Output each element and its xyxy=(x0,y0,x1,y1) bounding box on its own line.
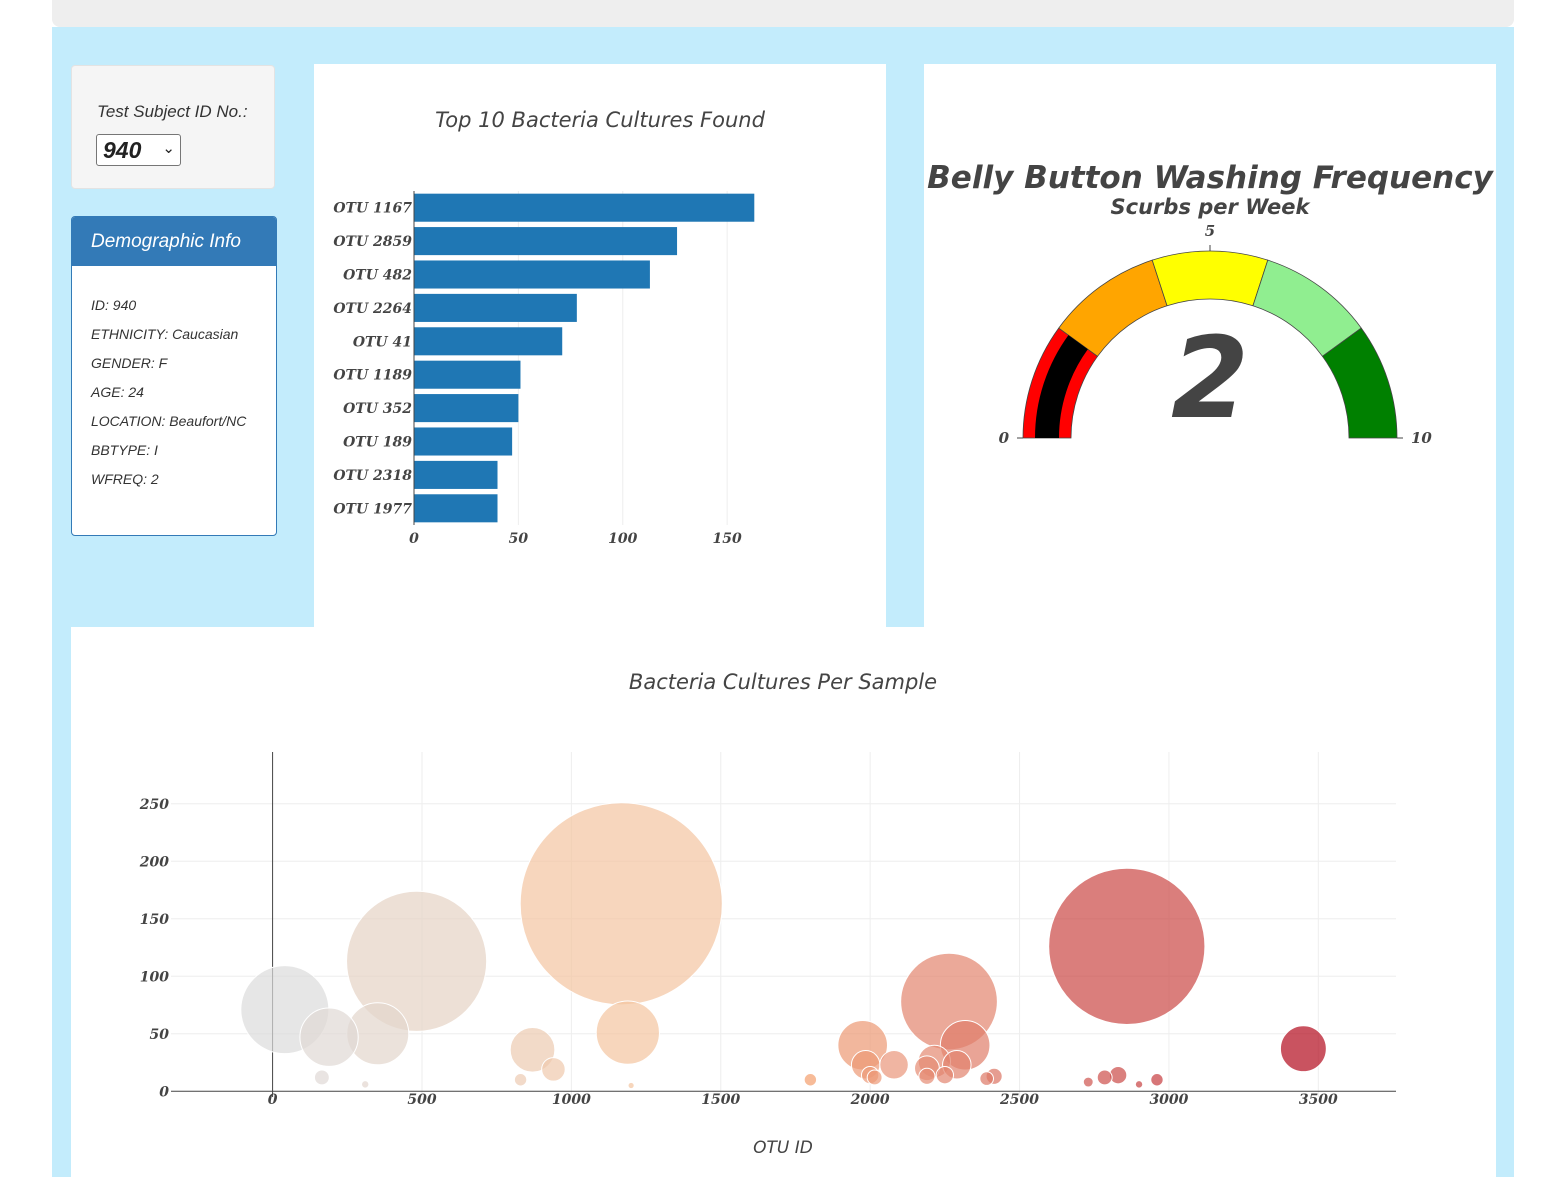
bubble-point xyxy=(360,1080,370,1089)
bubble-point xyxy=(1082,1076,1094,1088)
bar-x-tick-label: 150 xyxy=(713,531,742,547)
bar xyxy=(414,494,498,523)
bubble-point xyxy=(1134,1080,1144,1089)
bubble-y-tick-label: 150 xyxy=(140,912,169,928)
bubble-point xyxy=(918,1067,936,1085)
bubble-point xyxy=(513,1073,528,1087)
subject-selector-label: Test Subject ID No.: xyxy=(97,102,248,121)
bar-category-label: OTU 2859 xyxy=(333,234,412,250)
bar-x-tick-label: 50 xyxy=(509,531,529,547)
bubble-point xyxy=(313,1069,330,1086)
bubble-point xyxy=(879,1050,909,1080)
bubble-chart-title: Bacteria Cultures Per Sample xyxy=(629,670,937,694)
bar-category-label: OTU 482 xyxy=(343,268,412,284)
bar-category-label: OTU 1977 xyxy=(333,501,412,517)
bubble-point xyxy=(935,1065,955,1085)
gauge-tick-label: 5 xyxy=(1205,222,1215,240)
bar xyxy=(414,227,678,256)
bubble-point xyxy=(346,890,488,1032)
bubble-x-tick-label: 3000 xyxy=(1149,1092,1188,1108)
bar-category-label: OTU 352 xyxy=(343,401,412,417)
bar xyxy=(414,360,521,389)
bubble-point xyxy=(1279,1025,1327,1073)
bar xyxy=(414,427,513,456)
bubble-point xyxy=(803,1073,818,1087)
bubble-x-tick-label: 500 xyxy=(407,1092,436,1108)
bubble-point xyxy=(541,1057,566,1082)
bar-category-label: OTU 2318 xyxy=(333,468,412,484)
gauge-value-number: 2 xyxy=(1171,314,1249,444)
demo-item-bbtype: BBTYPE: I xyxy=(91,442,158,458)
bubble-x-tick-label: 3500 xyxy=(1299,1092,1338,1108)
bar-chart-title: Top 10 Bacteria Cultures Found xyxy=(435,108,766,132)
bubble-point xyxy=(1150,1073,1164,1087)
bubble-point xyxy=(979,1071,994,1086)
gauge-tick-label: 10 xyxy=(1411,429,1432,447)
bar xyxy=(414,260,650,289)
subject-selector-panel: Test Subject ID No.: 940 ⌄ xyxy=(71,65,275,189)
bubble-point xyxy=(519,802,723,1006)
bar xyxy=(414,460,498,489)
demo-item-id: ID: 940 xyxy=(91,297,137,313)
bar-category-label: OTU 1167 xyxy=(333,201,412,217)
bar-category-label: OTU 41 xyxy=(353,334,412,350)
demo-item-age: AGE: 24 xyxy=(91,384,144,400)
bubble-x-axis-label: OTU ID xyxy=(753,1138,813,1158)
bar xyxy=(414,193,755,222)
bubble-x-tick-label: 2000 xyxy=(850,1092,890,1108)
bar-x-tick-label: 100 xyxy=(608,531,637,547)
demographic-info-heading: Demographic Info xyxy=(72,217,276,266)
bubble-y-tick-label: 200 xyxy=(139,854,169,870)
subject-id-value: 940 xyxy=(103,137,142,163)
bar xyxy=(414,394,519,423)
gauge-title: Belly Button Washing Frequency xyxy=(927,160,1494,196)
bubble-point xyxy=(866,1069,883,1086)
bubble-point xyxy=(1048,867,1206,1025)
bubble-x-tick-label: 1500 xyxy=(701,1092,740,1108)
bubble-point xyxy=(627,1081,635,1090)
bubble-y-tick-label: 100 xyxy=(140,969,169,985)
demographic-info-list: ID: 940 ETHNICITY: Caucasian GENDER: F A… xyxy=(91,297,266,500)
bubble-x-tick-label: 2500 xyxy=(999,1092,1039,1108)
bubble-point xyxy=(595,1000,660,1065)
gauge-subtitle: Scurbs per Week xyxy=(1111,195,1312,219)
demo-item-wfreq: WFREQ: 2 xyxy=(91,471,159,487)
bubble-y-tick-label: 50 xyxy=(150,1027,170,1043)
bar xyxy=(414,293,577,322)
chevron-down-icon: ⌄ xyxy=(162,140,175,157)
bar xyxy=(414,327,563,356)
gauge-value-bar xyxy=(1035,335,1088,438)
demo-item-location: LOCATION: Beaufort/NC xyxy=(91,413,247,429)
bar-category-label: OTU 189 xyxy=(343,435,412,451)
bar-chart-card: Top 10 Bacteria Cultures Found 0 50 100 150 O… xyxy=(314,64,886,627)
demo-item-ethnicity: ETHNICITY: Caucasian xyxy=(91,326,239,342)
subject-id-dropdown[interactable]: 940 ⌄ xyxy=(96,134,181,166)
bubble-x-tick-label: 0 xyxy=(268,1092,278,1108)
bubble-point xyxy=(299,1007,359,1067)
bar-category-label: OTU 1189 xyxy=(333,368,412,384)
bar-chart: Top 10 Bacteria Cultures Found 0 50 100 150 O… xyxy=(333,108,766,547)
gauge-step xyxy=(1151,250,1269,307)
bubble-point xyxy=(1096,1069,1113,1086)
gauge-tick-label: 0 xyxy=(999,429,1010,447)
bubble-chart-card: Bacteria Cultures Per Sample 0 500 1000 1500… xyxy=(71,627,1496,1177)
bubble-y-tick-label: 0 xyxy=(159,1084,169,1100)
demographic-info-panel: Demographic Info ID: 940 ETHNICITY: Cauc… xyxy=(71,216,277,536)
top-bar xyxy=(52,0,1514,27)
gauge-chart-card: Belly Button Washing Frequency Scurbs per… xyxy=(924,64,1496,627)
bar-category-label: OTU 2264 xyxy=(333,301,412,317)
bubble-point xyxy=(509,1027,556,1073)
bar-x-tick-label: 0 xyxy=(409,531,419,547)
demo-item-gender: GENDER: F xyxy=(91,355,168,371)
bubble-x-tick-label: 1000 xyxy=(552,1092,591,1108)
bubble-y-tick-label: 250 xyxy=(139,797,169,813)
